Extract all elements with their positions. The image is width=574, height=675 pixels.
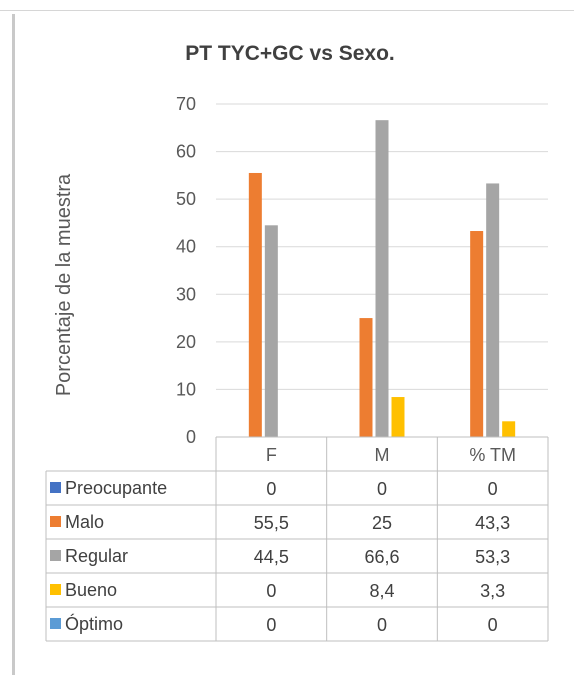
data-label: 3,3 (480, 581, 505, 601)
bar-malo-f (248, 172, 262, 437)
y-tick-label: 60 (176, 142, 196, 162)
series-name: Regular (65, 546, 128, 566)
data-label: 8,4 (369, 581, 394, 601)
data-label: 53,3 (475, 547, 510, 567)
bar-regular-m (375, 120, 389, 437)
data-label: 0 (488, 479, 498, 499)
series-name: Bueno (65, 580, 117, 600)
data-label: 43,3 (475, 513, 510, 533)
data-label: 0 (377, 479, 387, 499)
bar-malo-tm (470, 231, 484, 437)
series-name: Óptimo (65, 613, 123, 634)
bars (248, 120, 516, 437)
axes: 0 10 20 30 40 50 60 70 (176, 94, 196, 447)
x-tick-label: M (375, 445, 390, 465)
data-label: 0 (488, 615, 498, 635)
bar-malo-m (359, 318, 373, 437)
y-tick-label: 40 (176, 237, 196, 257)
data-label: 0 (266, 615, 276, 635)
data-table: F M % TM Preocupante 0 0 0 Malo 55,5 25 43,3 Regula… (45, 436, 549, 642)
y-tick-label: 70 (176, 94, 196, 114)
data-label: 0 (266, 479, 276, 499)
y-tick-label: 20 (176, 332, 196, 352)
legend-swatch (50, 550, 61, 561)
legend-swatch (50, 618, 61, 629)
y-axis-label: Porcentaje de la muestra (53, 173, 75, 396)
data-label: 44,5 (254, 547, 289, 567)
data-label: 0 (377, 615, 387, 635)
bar-regular-tm (486, 183, 500, 437)
x-tick-label: % TM (469, 445, 516, 465)
data-label: 66,6 (364, 547, 399, 567)
data-label: 0 (266, 581, 276, 601)
series-name: Malo (65, 512, 104, 532)
y-tick-label: 30 (176, 284, 196, 304)
y-tick-label: 10 (176, 379, 196, 399)
legend-swatch (50, 516, 61, 527)
left-margin-rule (12, 14, 15, 675)
page-header-rule (0, 0, 574, 11)
bar-bueno-tm (502, 421, 516, 437)
bar-regular-f (264, 225, 278, 437)
chart-title: PT TYC+GC vs Sexo. (185, 42, 395, 65)
data-label: 55,5 (254, 513, 289, 533)
series-name: Preocupante (65, 478, 167, 498)
bar-bueno-m (391, 397, 405, 437)
x-tick-label: F (266, 445, 277, 465)
data-label: 25 (372, 513, 392, 533)
legend-swatch (50, 584, 61, 595)
y-tick-label: 0 (186, 427, 196, 447)
y-tick-label: 50 (176, 189, 196, 209)
legend-swatch (50, 482, 61, 493)
